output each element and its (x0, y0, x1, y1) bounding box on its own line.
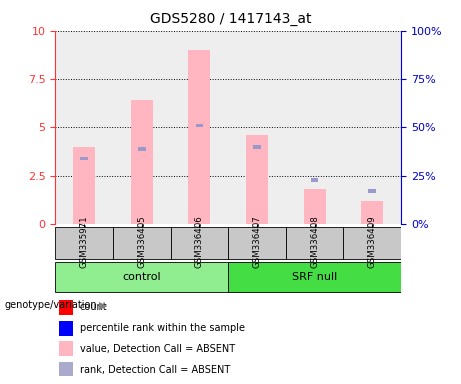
Bar (55, 227, 113, 259)
Bar (343, 227, 401, 259)
Bar (311, 178, 319, 182)
Bar (195, 124, 203, 127)
Text: GSM336408: GSM336408 (310, 215, 319, 268)
Bar (343, 31, 401, 224)
Bar (171, 31, 228, 224)
Text: SRF null: SRF null (292, 272, 337, 282)
Bar (59, 341, 73, 356)
Bar (228, 31, 286, 224)
Bar (138, 147, 146, 151)
Bar (246, 135, 268, 224)
Text: count: count (79, 303, 107, 313)
Text: rank, Detection Call = ABSENT: rank, Detection Call = ABSENT (79, 365, 230, 375)
Text: percentile rank within the sample: percentile rank within the sample (79, 323, 244, 333)
Bar (228, 227, 286, 259)
Bar (228, 262, 401, 292)
Bar (131, 100, 153, 224)
Text: GSM336406: GSM336406 (195, 215, 204, 268)
Bar (113, 31, 171, 224)
Bar (368, 189, 376, 193)
Bar (59, 362, 73, 377)
Text: control: control (123, 272, 161, 282)
Bar (361, 201, 383, 224)
Bar (253, 145, 261, 149)
Text: genotype/variation: genotype/variation (5, 300, 97, 310)
Text: GSM336407: GSM336407 (253, 215, 261, 268)
Bar (59, 321, 73, 336)
Text: GSM335971: GSM335971 (80, 215, 89, 268)
Bar (73, 147, 95, 224)
Bar (55, 31, 113, 224)
Bar (304, 189, 325, 224)
Bar (286, 227, 343, 259)
Text: GDS5280 / 1417143_at: GDS5280 / 1417143_at (150, 12, 311, 25)
Text: ▶: ▶ (99, 300, 107, 310)
Text: GSM336409: GSM336409 (368, 215, 377, 268)
Bar (59, 300, 73, 315)
Bar (171, 227, 228, 259)
Text: value, Detection Call = ABSENT: value, Detection Call = ABSENT (79, 344, 235, 354)
Bar (189, 50, 210, 224)
Text: GSM336405: GSM336405 (137, 215, 146, 268)
Bar (55, 262, 228, 292)
Bar (286, 31, 343, 224)
Bar (113, 227, 171, 259)
Bar (80, 157, 88, 161)
